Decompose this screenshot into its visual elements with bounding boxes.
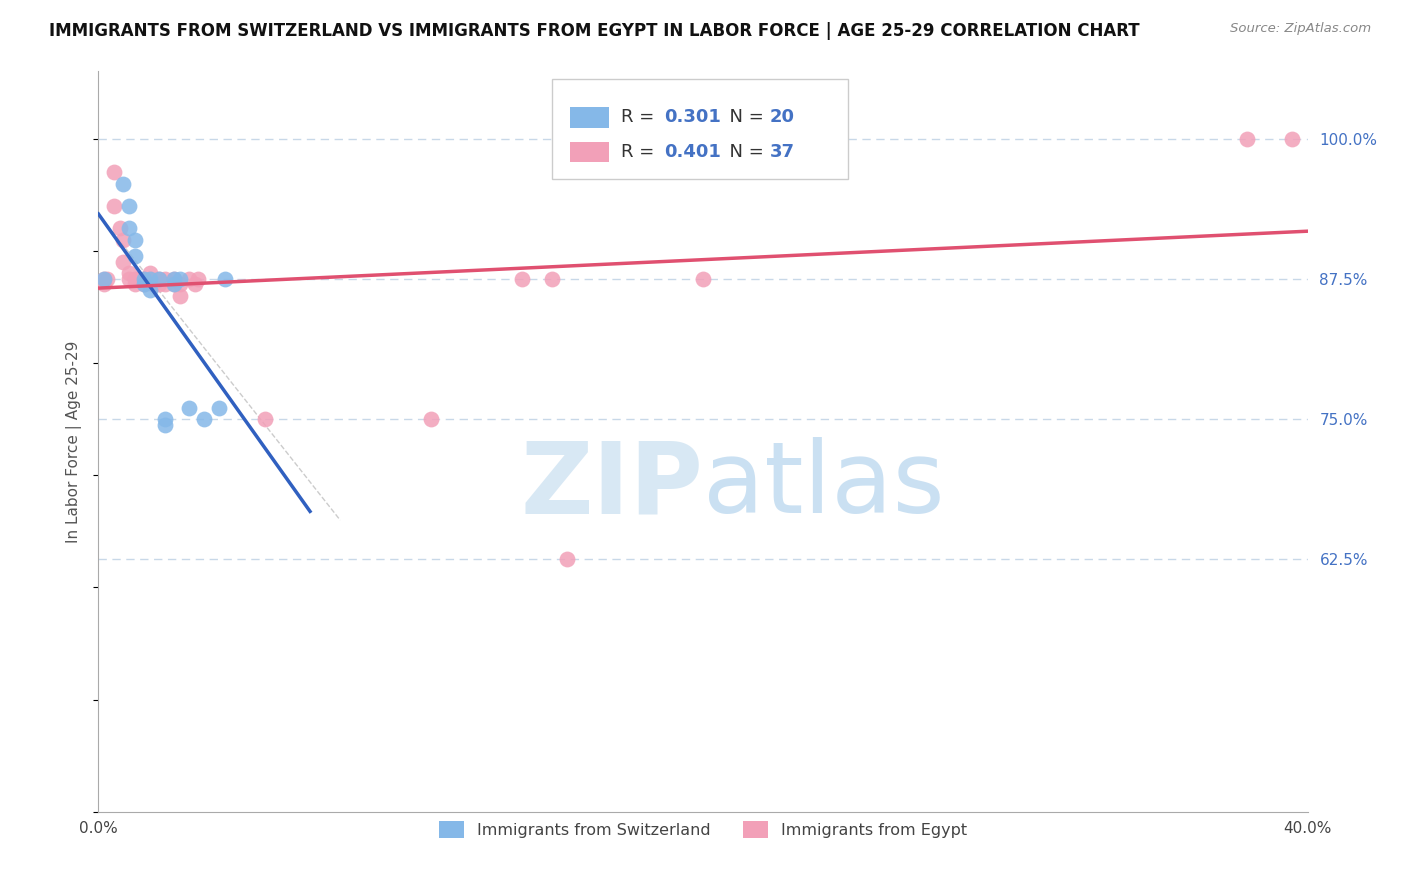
Text: 37: 37 xyxy=(769,143,794,161)
Text: N =: N = xyxy=(717,108,769,127)
Point xyxy=(124,250,146,264)
Point xyxy=(139,272,162,286)
Y-axis label: In Labor Force | Age 25-29: In Labor Force | Age 25-29 xyxy=(66,341,83,542)
Point xyxy=(139,272,162,286)
Point xyxy=(163,277,186,292)
Point xyxy=(124,233,146,247)
Point xyxy=(153,272,176,286)
Point xyxy=(111,177,134,191)
FancyBboxPatch shape xyxy=(569,107,609,128)
Point xyxy=(163,272,186,286)
Point xyxy=(111,233,134,247)
Text: IMMIGRANTS FROM SWITZERLAND VS IMMIGRANTS FROM EGYPT IN LABOR FORCE | AGE 25-29 : IMMIGRANTS FROM SWITZERLAND VS IMMIGRANT… xyxy=(49,22,1140,40)
Point xyxy=(214,272,236,286)
Point xyxy=(163,277,186,292)
Point xyxy=(148,277,170,292)
Point xyxy=(108,221,131,235)
Point xyxy=(153,277,176,292)
Point xyxy=(127,272,149,286)
Point xyxy=(253,412,276,426)
Point xyxy=(184,277,207,292)
FancyBboxPatch shape xyxy=(569,142,609,162)
Point xyxy=(111,255,134,269)
Text: 0.301: 0.301 xyxy=(664,108,721,127)
Point xyxy=(692,272,714,286)
Point xyxy=(124,272,146,286)
Point xyxy=(132,272,155,286)
Text: R =: R = xyxy=(621,143,659,161)
Point xyxy=(179,272,201,286)
Point xyxy=(103,199,125,213)
Point xyxy=(169,272,191,286)
Point xyxy=(148,272,170,286)
Point xyxy=(208,401,231,415)
Text: ZIP: ZIP xyxy=(520,437,703,534)
Point xyxy=(179,401,201,415)
Point xyxy=(93,277,115,292)
Text: N =: N = xyxy=(717,143,769,161)
Point xyxy=(540,272,562,286)
Point xyxy=(96,272,118,286)
Point xyxy=(169,289,191,303)
Point xyxy=(1236,131,1258,145)
Point xyxy=(118,272,141,286)
Point xyxy=(139,283,162,297)
Point xyxy=(139,266,162,280)
Legend: Immigrants from Switzerland, Immigrants from Egypt: Immigrants from Switzerland, Immigrants … xyxy=(433,815,973,845)
Point xyxy=(193,412,215,426)
Point xyxy=(163,272,186,286)
Point xyxy=(132,277,155,292)
Point xyxy=(132,272,155,286)
Text: atlas: atlas xyxy=(703,437,945,534)
Point xyxy=(103,165,125,179)
Point xyxy=(153,417,176,432)
Text: 20: 20 xyxy=(769,108,794,127)
Point xyxy=(93,272,115,286)
Point xyxy=(148,272,170,286)
Point xyxy=(510,272,533,286)
Point xyxy=(118,266,141,280)
FancyBboxPatch shape xyxy=(551,78,848,178)
Point xyxy=(118,199,141,213)
Point xyxy=(169,277,191,292)
Point xyxy=(142,277,165,292)
Point xyxy=(187,272,209,286)
Point xyxy=(118,221,141,235)
Point xyxy=(1281,131,1303,145)
Text: R =: R = xyxy=(621,108,659,127)
Point xyxy=(555,552,578,566)
Point xyxy=(93,272,115,286)
Point xyxy=(132,277,155,292)
Text: Source: ZipAtlas.com: Source: ZipAtlas.com xyxy=(1230,22,1371,36)
Point xyxy=(153,412,176,426)
Point xyxy=(420,412,443,426)
Text: 0.401: 0.401 xyxy=(664,143,721,161)
Point xyxy=(124,277,146,292)
